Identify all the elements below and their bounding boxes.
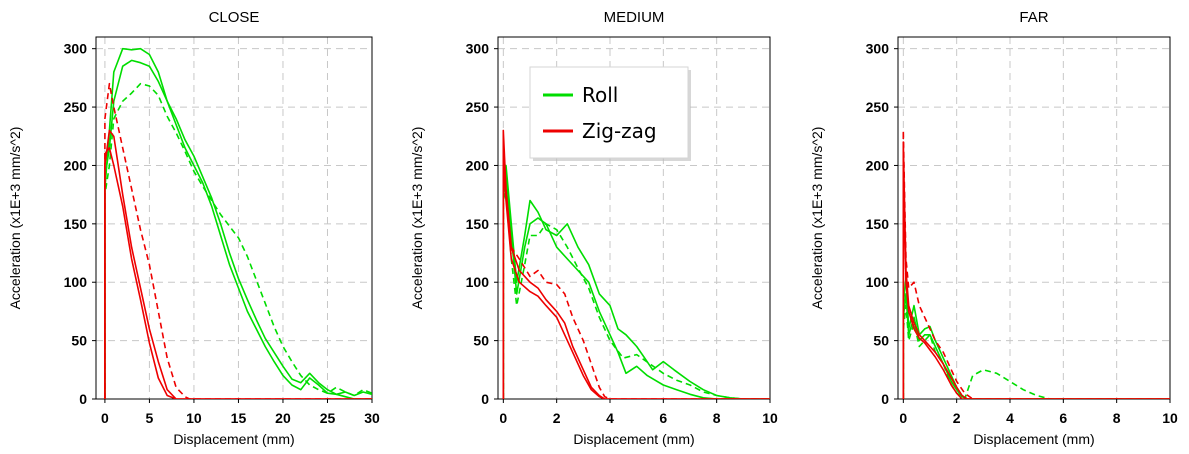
x-tick-label: 0 [899,410,907,426]
y-tick-label: 50 [473,333,489,349]
legend-label: Zig-zag [582,119,657,143]
roll-series-line [902,293,1170,399]
zig-zag-series-line [902,164,1170,399]
x-tick-label: 15 [231,410,247,426]
x-tick-label: 5 [146,410,154,426]
y-tick-label: 200 [466,157,490,173]
y-tick-label: 150 [466,216,490,232]
x-tick-label: 10 [1162,410,1178,426]
y-tick-label: 50 [873,333,889,349]
zig-zag-series-line [502,164,770,399]
roll-series-line [104,47,372,399]
y-tick-label: 300 [64,41,88,57]
roll-series-line [502,170,770,399]
roll-series-line [104,59,372,399]
chart-title: MEDIUM [604,9,665,26]
x-tick-label: 25 [320,410,336,426]
x-tick-label: 8 [1113,410,1121,426]
y-tick-label: 250 [466,99,490,115]
x-tick-label: 10 [186,410,202,426]
x-tick-label: 2 [953,410,961,426]
x-tick-label: 6 [1059,410,1067,426]
y-tick-label: 250 [866,99,890,115]
x-axis-label: Displacement (mm) [973,431,1094,447]
zig-zag-series-line [902,129,1170,399]
x-tick-label: 0 [101,410,109,426]
zig-zag-series-line [104,129,372,399]
x-tick-label: 8 [713,410,721,426]
grid [96,37,373,400]
y-axis-label: Acceleration (x1E+3 mm/s^2) [809,127,825,310]
x-axis-label: Displacement (mm) [173,431,294,447]
zig-zag-series-line [104,147,372,399]
far-chart: 0 2 4 6 8 10050100150200250300FARDisplacement… [809,9,1178,447]
y-tick-label: 250 [64,99,88,115]
y-tick-label: 150 [866,216,890,232]
x-tick-label: 10 [762,410,778,426]
chart-title: CLOSE [209,9,260,26]
y-tick-label: 0 [79,391,87,407]
y-axis-label: Acceleration (x1E+3 mm/s^2) [409,127,425,310]
y-tick-label: 0 [481,391,489,407]
y-tick-label: 100 [466,274,490,290]
roll-series-line [502,164,770,399]
y-tick-label: 100 [64,274,88,290]
roll-series-line [902,275,1170,399]
legend: Roll Zig-zag [529,66,691,161]
roll-series-line [104,82,372,399]
legend-box [529,66,689,159]
x-tick-label: 6 [659,410,667,426]
zig-zag-series-line [104,82,372,399]
x-tick-label: 20 [275,410,291,426]
x-tick-label: 2 [553,410,561,426]
x-tick-label: 4 [606,410,614,426]
series-group [902,129,1170,399]
y-tick-label: 100 [866,274,890,290]
x-axis-label: Displacement (mm) [573,431,694,447]
y-tick-label: 200 [64,157,88,173]
zig-zag-series-line [902,141,1170,399]
y-tick-label: 300 [466,41,490,57]
chart-title: FAR [1019,9,1048,26]
series-group [104,47,372,399]
x-tick-label: 0 [499,410,507,426]
zig-zag-series-line [502,129,770,399]
y-tick-label: 0 [881,391,889,407]
zig-zag-series-line [502,147,770,399]
y-tick-label: 200 [866,157,890,173]
y-tick-label: 50 [71,333,87,349]
y-axis-label: Acceleration (x1E+3 mm/s^2) [7,127,23,310]
x-tick-label: 4 [1006,410,1014,426]
medium-chart: 0 2 4 6 8 10050100150200250300MEDIUMDisplacem… [409,9,778,447]
close-chart: 0 5 10 15 20 25 30050100150200250300CLOSEDispl… [7,9,380,447]
x-tick-label: 30 [364,410,380,426]
y-tick-label: 150 [64,216,88,232]
series-group [502,129,770,399]
legend-label: Roll [582,83,618,107]
y-tick-label: 300 [866,41,890,57]
roll-series-line [502,188,770,399]
